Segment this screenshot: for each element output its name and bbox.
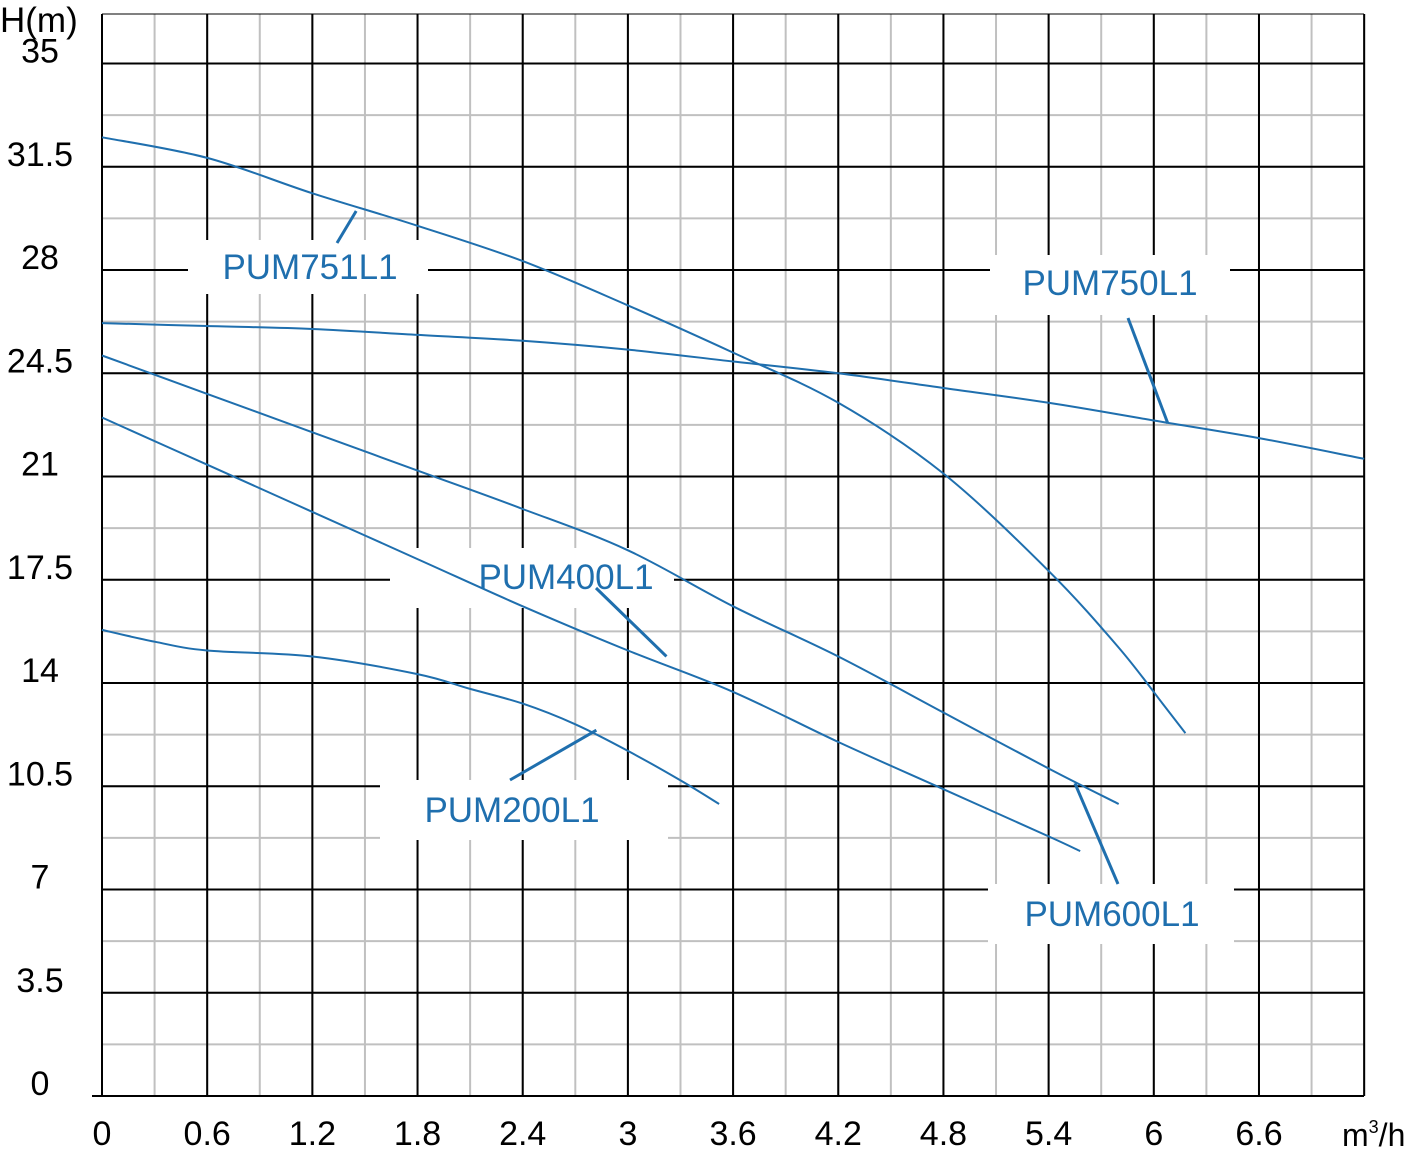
curves [101,136,1365,853]
series-label-pum751l1: PUM751L1 [222,248,397,287]
leader-pum400l1 [594,586,668,658]
leader-pum751l1 [335,210,358,244]
tick-labels: 0 0.6 1.2 1.8 2.4 3 3.6 4.2 4.8 5.4 6 6.6 0 3.5 7 10.5 1… [7,33,1283,1149]
y-tick-label: 10.5 [7,755,73,793]
x-tick-label: 3.6 [709,1115,756,1149]
x-tick-label: 6 [1144,1115,1163,1149]
x-axis-label-tail: /h [1379,1117,1406,1149]
x-tick-label: 4.8 [920,1115,967,1149]
label-backgrounds [188,240,1234,944]
series-label-pum400l1: PUM400L1 [478,558,653,597]
series-label-background [988,884,1234,944]
series-label-pum200l1: PUM200L1 [424,791,599,830]
curve-pum750l1 [101,322,1365,460]
series-labels: PUM751L1 PUM750L1 PUM600L1 PUM400L1 PUM2… [222,248,1199,934]
axes [92,13,1364,1097]
y-axis-label: H(m) [0,1,78,40]
series-label-background [390,548,674,608]
x-tick-label: 2.4 [499,1115,546,1149]
x-tick-label: 5.4 [1025,1115,1072,1149]
y-tick-label: 35 [21,33,59,71]
curve-pum600l1 [101,354,1120,805]
y-tick-label: 14 [21,652,59,690]
leader-pum200l1 [509,728,598,782]
y-tick-label: 3.5 [16,962,63,1000]
x-axis-label-sup: 3 [1369,1117,1379,1137]
x-tick-label: 4.2 [815,1115,862,1149]
leader-pum600l1 [1073,782,1120,885]
series-label-background [990,255,1230,315]
x-tick-label: 0 [93,1115,112,1149]
curve-pum200l1 [101,628,720,805]
curve-pum751l1 [101,136,1187,734]
y-tick-label: 7 [31,859,50,897]
x-tick-label: 1.2 [289,1115,336,1149]
y-tick-label: 0 [31,1065,50,1103]
x-axis-label: m3/h [1342,1117,1405,1149]
x-tick-label: 0.6 [184,1115,231,1149]
x-tick-label: 3 [618,1115,637,1149]
leader-pum750l1 [1126,317,1170,424]
series-label-pum600l1: PUM600L1 [1024,895,1199,934]
series-label-background [380,780,668,840]
x-axis-label-base: m [1342,1117,1369,1149]
series-label-pum750l1: PUM750L1 [1022,264,1197,303]
x-tick-label: 1.8 [394,1115,441,1149]
y-tick-label: 24.5 [7,342,73,380]
y-tick-label: 21 [21,446,59,484]
series-label-background [188,240,428,294]
leader-lines [335,210,1170,885]
y-tick-label: 17.5 [7,549,73,587]
x-tick-label: 6.6 [1235,1115,1282,1149]
y-tick-label: 31.5 [7,136,73,174]
y-tick-label: 28 [21,239,59,277]
curve-pum400l1 [101,416,1081,853]
